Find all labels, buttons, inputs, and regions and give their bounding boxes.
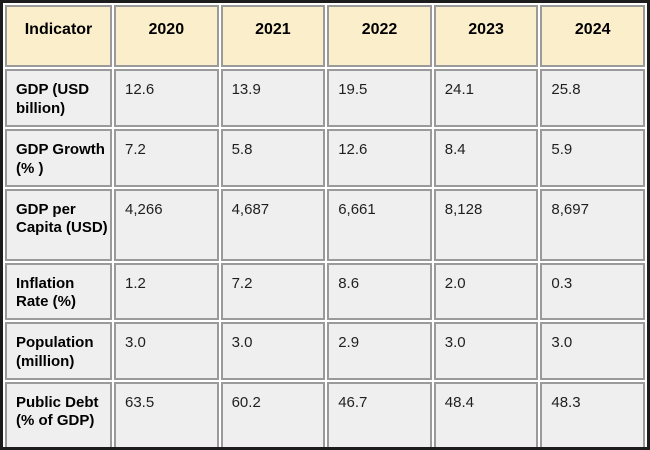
header-row: Indicator 2020 2021 2022 2023 2024 <box>5 5 645 67</box>
row-label: Inflation Rate (%) <box>5 262 112 320</box>
column-header-year: 2021 <box>220 5 326 67</box>
table-cell: 24.1 <box>433 69 539 127</box>
table-cell: 2.0 <box>433 262 539 320</box>
row-label: GDP (USD billion) <box>5 69 112 127</box>
table-cell: 6,661 <box>327 188 432 261</box>
table-cell: 8,128 <box>433 188 539 261</box>
table-cell: 4,266 <box>114 188 219 261</box>
table-row: GDP Growth (% ) 7.2 5.8 12.6 8.4 5.9 <box>5 129 645 187</box>
table-cell: 3.0 <box>220 322 326 380</box>
table-cell: 13.9 <box>220 69 326 127</box>
table-row: GDP per Capita (USD) 4,266 4,687 6,661 8,128… <box>5 188 645 261</box>
table-cell: 7.2 <box>220 262 326 320</box>
table-cell: 1.2 <box>114 262 219 320</box>
table-cell: 12.6 <box>114 69 219 127</box>
table-cell: 60.2 <box>220 381 326 447</box>
table-cell: 0.3 <box>540 262 645 320</box>
table-cell: 3.0 <box>114 322 219 380</box>
table-cell: 48.3 <box>540 381 645 447</box>
table-cell: 48.4 <box>433 381 539 447</box>
table-row: GDP (USD billion) 12.6 13.9 19.5 24.1 25.8 <box>5 69 645 127</box>
table-cell: 5.8 <box>220 129 326 187</box>
column-header-indicator: Indicator <box>5 5 112 67</box>
column-header-year: 2020 <box>114 5 219 67</box>
table-cell: 46.7 <box>327 381 432 447</box>
table-cell: 4,687 <box>220 188 326 261</box>
column-header-year: 2023 <box>433 5 539 67</box>
table-cell: 7.2 <box>114 129 219 187</box>
table-row: Public Debt (% of GDP) 63.5 60.2 46.7 48.4 48… <box>5 381 645 447</box>
table-cell: 25.8 <box>540 69 645 127</box>
table-cell: 19.5 <box>327 69 432 127</box>
table-cell: 3.0 <box>540 322 645 380</box>
table-row: Inflation Rate (%) 1.2 7.2 8.6 2.0 0.3 <box>5 262 645 320</box>
row-label: Public Debt (% of GDP) <box>5 381 112 447</box>
table-cell: 5.9 <box>540 129 645 187</box>
table-cell: 12.6 <box>327 129 432 187</box>
table-cell: 2.9 <box>327 322 432 380</box>
row-label: GDP Growth (% ) <box>5 129 112 187</box>
row-label: GDP per Capita (USD) <box>5 188 112 261</box>
table-body: GDP (USD billion) 12.6 13.9 19.5 24.1 25.8 GDP… <box>5 69 645 447</box>
table-cell: 8.6 <box>327 262 432 320</box>
table-cell: 3.0 <box>433 322 539 380</box>
table-cell: 8,697 <box>540 188 645 261</box>
column-header-year: 2022 <box>327 5 432 67</box>
table-cell: 63.5 <box>114 381 219 447</box>
row-label: Population (million) <box>5 322 112 380</box>
column-header-year: 2024 <box>540 5 645 67</box>
table-cell: 8.4 <box>433 129 539 187</box>
economic-indicators-table: Indicator 2020 2021 2022 2023 2024 GDP (USD b… <box>3 3 647 447</box>
table-row: Population (million) 3.0 3.0 2.9 3.0 3.0 <box>5 322 645 380</box>
